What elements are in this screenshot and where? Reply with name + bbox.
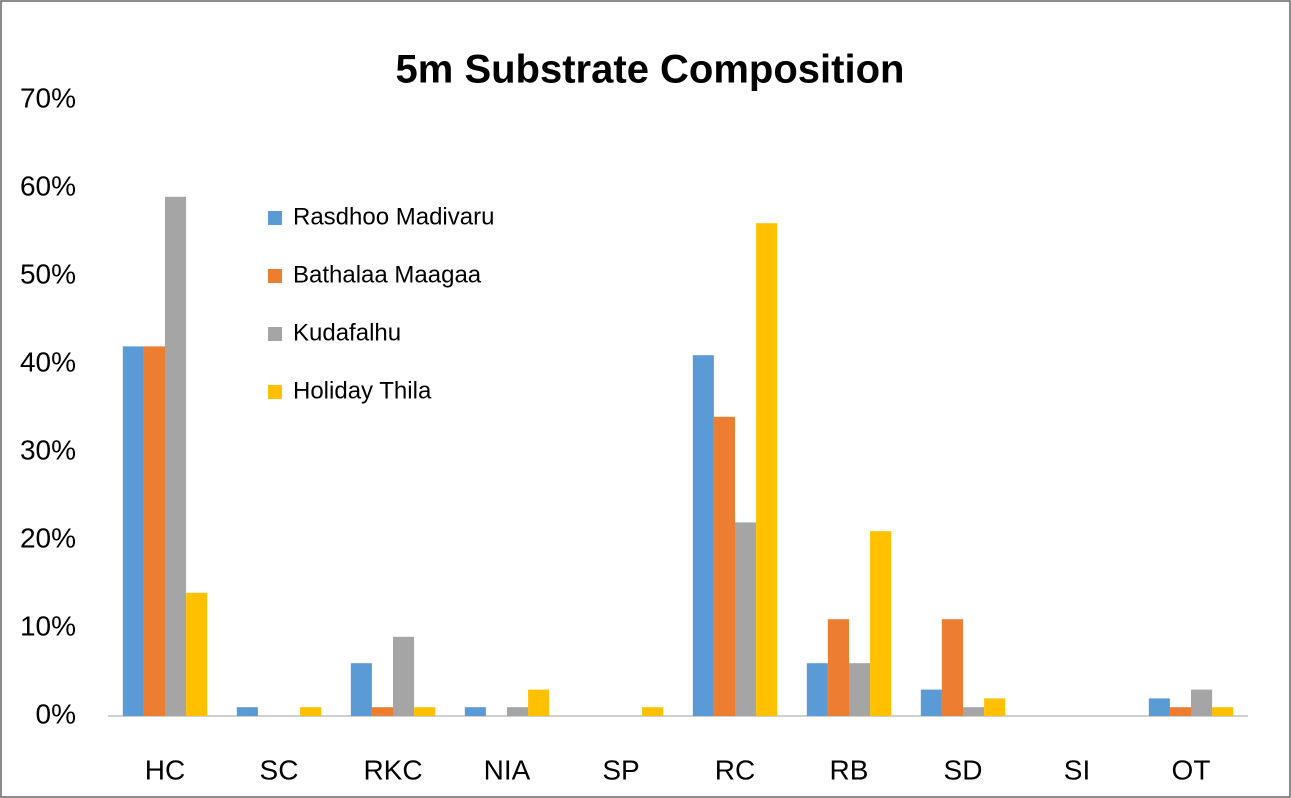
bar [756, 223, 778, 716]
x-tick-label: SD [944, 754, 983, 785]
y-tick-label: 20% [20, 522, 76, 553]
bar [371, 707, 393, 716]
legend-swatch [268, 327, 282, 341]
x-tick-label: NIA [484, 754, 531, 785]
x-tick-label: SI [1064, 754, 1090, 785]
bar [507, 707, 529, 716]
bar [464, 707, 486, 716]
x-tick-label: RB [830, 754, 869, 785]
legend-swatch [268, 385, 282, 399]
chart-title: 5m Substrate Composition [396, 48, 905, 92]
legend-swatch [268, 269, 282, 283]
legend-label: Bathalaa Maagaa [293, 261, 482, 288]
bar [806, 663, 828, 716]
bar [920, 689, 942, 716]
y-tick-label: 0% [36, 698, 76, 729]
bar [1169, 707, 1191, 716]
x-tick-label: HC [145, 754, 185, 785]
bar [963, 707, 985, 716]
bar [414, 707, 436, 716]
bar [143, 346, 165, 716]
bar [186, 592, 208, 716]
bar [350, 663, 372, 716]
y-tick-label: 40% [20, 346, 76, 377]
legend-label: Holiday Thila [293, 377, 432, 404]
x-tick-label: SC [260, 754, 299, 785]
bar [827, 619, 849, 716]
bar [236, 707, 258, 716]
x-tick-label: RKC [363, 754, 422, 785]
bar [1148, 698, 1170, 716]
bar [1191, 689, 1213, 716]
bar [713, 416, 735, 716]
x-tick-label: SP [602, 754, 639, 785]
bar [870, 531, 892, 716]
bar [642, 707, 664, 716]
x-tick-label: OT [1172, 754, 1211, 785]
bar [165, 196, 187, 717]
bar [735, 522, 757, 716]
x-tick-label: RC [715, 754, 755, 785]
y-tick-label: 30% [20, 434, 76, 465]
y-tick-label: 70% [20, 82, 76, 113]
bar [941, 619, 963, 716]
bar [1212, 707, 1234, 716]
y-tick-label: 60% [20, 170, 76, 201]
bar [984, 698, 1006, 716]
bar [692, 355, 714, 716]
legend-label: Kudafalhu [293, 319, 401, 346]
y-tick-label: 50% [20, 258, 76, 289]
bar [300, 707, 322, 716]
bar [393, 636, 415, 716]
legend-swatch [268, 211, 282, 225]
y-tick-label: 10% [20, 610, 76, 641]
bar [122, 346, 144, 716]
bar [849, 663, 871, 716]
legend-label: Rasdhoo Madivaru [293, 203, 494, 230]
bar [528, 689, 550, 716]
